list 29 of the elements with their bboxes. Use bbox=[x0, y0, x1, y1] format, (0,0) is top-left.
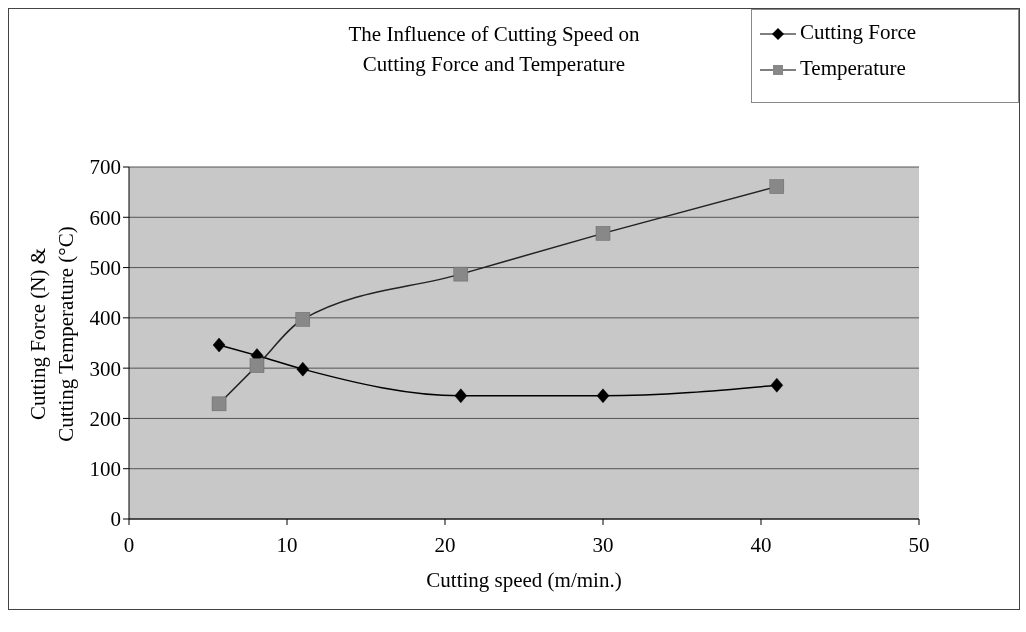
chart-title: The Influence of Cutting Speed on Cutting Force and Temperature bbox=[347, 21, 641, 78]
y-tick-label: 500 bbox=[89, 256, 121, 281]
point bbox=[770, 377, 784, 393]
y-tick-label: 400 bbox=[89, 306, 121, 331]
y-tick-label: 200 bbox=[89, 406, 121, 431]
point bbox=[769, 179, 785, 194]
y-tick-label: 300 bbox=[89, 356, 121, 381]
point bbox=[212, 337, 226, 353]
point bbox=[596, 388, 610, 404]
x-tick-label: 50 bbox=[908, 532, 930, 557]
point bbox=[454, 388, 468, 404]
point bbox=[249, 358, 265, 373]
x-axis-title: Cutting speed (m/min.) bbox=[426, 568, 622, 592]
point bbox=[296, 361, 310, 377]
legend-label: Temperature bbox=[799, 56, 907, 82]
x-tick-label: 10 bbox=[276, 532, 298, 557]
legend-label: Cutting Force bbox=[799, 20, 918, 46]
x-tick-label: 40 bbox=[750, 532, 772, 557]
y-tick-label: 100 bbox=[89, 457, 121, 482]
x-tick-label: 20 bbox=[434, 532, 456, 557]
point bbox=[595, 226, 611, 241]
point bbox=[211, 396, 227, 412]
y-tick-label: 700 bbox=[89, 155, 121, 180]
y-tick-label: 0 bbox=[110, 507, 121, 532]
y-tick-label: 600 bbox=[89, 205, 121, 230]
point bbox=[295, 312, 311, 327]
point bbox=[453, 266, 469, 282]
x-tick-label: 30 bbox=[592, 532, 614, 557]
y-axis-title: Cutting Force (N) & Cutting Temperature (°C) bbox=[26, 226, 78, 442]
